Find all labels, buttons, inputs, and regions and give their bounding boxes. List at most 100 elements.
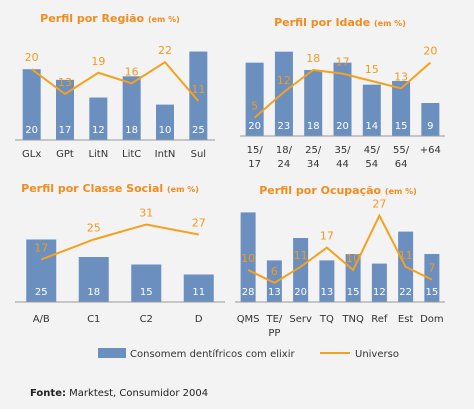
- line-value-label: 20: [25, 51, 39, 64]
- bar-value-label: 23: [278, 121, 291, 132]
- bar-value-label: 15: [395, 121, 408, 132]
- tick-label-a-b: A/B: [33, 314, 50, 325]
- bar-value-label: 17: [59, 125, 72, 136]
- bar-value-label: 18: [125, 125, 138, 136]
- line-value-label: 27: [192, 217, 206, 230]
- bar-55-64: [392, 81, 411, 136]
- universo-line: [31, 60, 200, 102]
- tick-label-line: 17: [248, 159, 261, 170]
- line-value-label: 17: [336, 56, 350, 69]
- bar-qms: [240, 212, 256, 302]
- bar-value-label: 25: [35, 287, 48, 298]
- legend-bar-swatch: [98, 348, 126, 358]
- bar-35-44: [333, 62, 352, 136]
- panel-title-unit: (em %): [167, 185, 199, 194]
- bar-value-label: 15: [426, 287, 439, 298]
- tick-label-gpt: GPt: [56, 149, 74, 160]
- line-value-label: 11: [294, 249, 308, 262]
- tick-label-25-34: 25/34: [305, 145, 322, 170]
- bar-value-label: 14: [365, 121, 378, 132]
- bar-value-label: 11: [192, 287, 205, 298]
- tick-label-line: 55/: [393, 145, 410, 156]
- bar-value-label: 22: [399, 287, 412, 298]
- tick-label-intn: IntN: [155, 149, 176, 160]
- line-value-label: 17: [34, 242, 48, 255]
- panel-title-unit: (em %): [385, 187, 417, 196]
- bar-value-label: 10: [159, 125, 172, 136]
- line-value-label: 19: [91, 55, 105, 68]
- tick-label-line: 15/: [247, 145, 264, 156]
- tick-label-tnq: TNQ: [341, 314, 364, 325]
- source-text: Marktest, Consumidor 2004: [66, 388, 208, 399]
- line-value-label: 13: [58, 76, 72, 89]
- tick-label-line: 18/: [276, 145, 293, 156]
- tick-label-te-pp: TE/PP: [265, 314, 282, 339]
- line-value-label: 20: [423, 45, 437, 58]
- line-value-label: 18: [306, 52, 320, 65]
- bar-25-34: [304, 70, 323, 136]
- line-value-label: 6: [271, 265, 278, 278]
- bar-value-label: 20: [294, 287, 307, 298]
- line-value-label: 17: [320, 230, 334, 243]
- tick-label-35-44: 35/44: [334, 145, 351, 170]
- tick-label-line: 54: [365, 159, 378, 170]
- tick-label-glx: GLx: [22, 149, 41, 160]
- tick-label-line: TE/: [265, 314, 282, 325]
- line-value-label: 31: [139, 207, 153, 220]
- panel-title-text: Perfil por Classe Social: [21, 182, 167, 195]
- tick-label-line: PP: [268, 328, 280, 339]
- bar-ref: [371, 263, 387, 302]
- tick-label-+64: +64: [420, 145, 441, 156]
- tick-label-line: 44: [336, 159, 349, 170]
- legend-line-label: Universo: [355, 349, 399, 360]
- bar-value-label: 20: [248, 121, 261, 132]
- panel-title-text: Perfil por Idade: [274, 16, 374, 29]
- tick-label-d: D: [195, 314, 203, 325]
- source-prefix: Fonte:: [30, 388, 66, 399]
- line-value-label: 27: [372, 198, 386, 211]
- panel-title: Perfil por Classe Social (em %): [21, 182, 199, 195]
- bar-value-label: 12: [373, 287, 386, 298]
- tick-label-18-24: 18/24: [276, 145, 293, 170]
- panel-title: Perfil por Idade (em %): [274, 16, 406, 29]
- line-value-label: 5: [251, 100, 258, 113]
- panel-title: Perfil por Ocupação (em %): [259, 184, 417, 197]
- bar-a-b: [26, 239, 57, 302]
- tick-label-ref: Ref: [371, 314, 388, 325]
- bar-sul: [189, 51, 208, 140]
- panel-title-text: Perfil por Ocupação: [259, 184, 385, 197]
- bar-45-54: [362, 84, 381, 136]
- source-note: Fonte: Marktest, Consumidor 2004: [30, 388, 208, 399]
- bar-glx: [22, 69, 41, 140]
- line-value-label: 10: [241, 252, 255, 265]
- line-value-label: 15: [365, 63, 379, 76]
- tick-label-c1: C1: [87, 314, 100, 325]
- panel-2: Perfil por Classe Social (em %) 25 18 15 11 1…: [15, 182, 225, 325]
- tick-label-litc: LitC: [122, 149, 141, 160]
- line-value-label: 25: [87, 222, 101, 235]
- panel-3: Perfil por Ocupação (em %) 28 13 20 13 15 12 22…: [235, 184, 445, 339]
- tick-label-sul: Sul: [191, 149, 206, 160]
- tick-label-tq: TQ: [319, 314, 334, 325]
- bar-18-24: [274, 51, 293, 136]
- bar-intn: [156, 104, 174, 140]
- line-value-label: 13: [394, 70, 408, 83]
- legend-bars-label: Consomem dentífricos com elixir: [130, 348, 295, 360]
- universo-line: [253, 61, 432, 119]
- bar-litn: [89, 97, 108, 140]
- line-value-label: 16: [125, 65, 139, 78]
- bar-te-pp: [266, 260, 282, 302]
- line-value-label: 7: [428, 262, 435, 275]
- panel-title-unit: (em %): [374, 19, 406, 28]
- tick-label-15-17: 15/17: [247, 145, 264, 170]
- bar-value-label: 20: [25, 125, 38, 136]
- bar-value-label: 15: [140, 287, 153, 298]
- bar-d: [183, 274, 214, 302]
- tick-label-line: 45/: [364, 145, 381, 156]
- bar-litc: [122, 76, 141, 140]
- panel-title: Perfil por Região (em %): [40, 12, 180, 25]
- bar-value-label: 9: [427, 121, 433, 132]
- line-value-label: 11: [399, 249, 413, 262]
- bar-value-label: 20: [336, 121, 349, 132]
